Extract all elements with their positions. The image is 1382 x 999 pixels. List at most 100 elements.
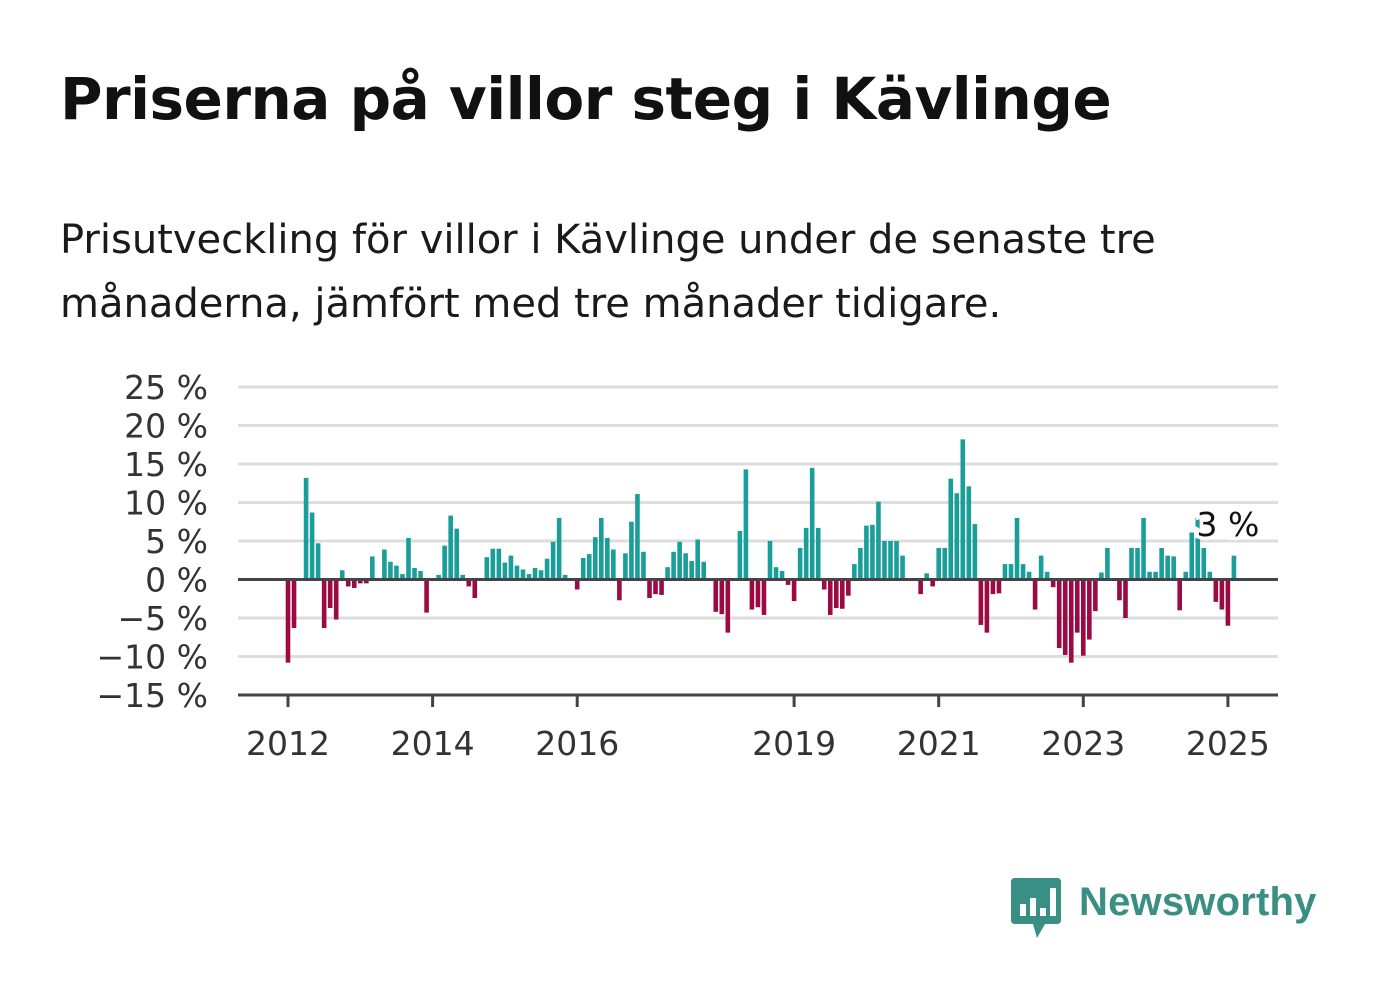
bar xyxy=(683,553,688,580)
bar xyxy=(502,562,508,580)
bar xyxy=(1056,579,1062,649)
bar xyxy=(442,545,447,580)
bar xyxy=(303,477,309,580)
bar xyxy=(544,558,550,580)
bar xyxy=(623,553,628,580)
bar xyxy=(1123,579,1128,618)
bar xyxy=(803,527,809,580)
bar xyxy=(996,579,1002,594)
bar xyxy=(556,517,562,580)
bar xyxy=(852,564,857,580)
bar xyxy=(285,579,291,663)
bar xyxy=(1159,547,1164,580)
y-tick-label: −10 % xyxy=(97,638,209,677)
bar xyxy=(291,579,297,629)
bar xyxy=(1105,547,1110,580)
bar xyxy=(508,555,514,580)
bar xyxy=(785,579,791,585)
bar xyxy=(978,579,984,625)
bar xyxy=(695,539,700,580)
bar xyxy=(339,570,345,580)
bar xyxy=(1087,579,1092,640)
bar xyxy=(791,579,797,602)
bar xyxy=(562,574,568,580)
bar xyxy=(629,521,634,580)
bar xyxy=(713,579,719,612)
bar xyxy=(351,579,357,588)
bar xyxy=(1068,579,1074,663)
bar xyxy=(1219,579,1225,610)
x-tick-label: 2014 xyxy=(391,724,475,763)
bar xyxy=(1153,571,1158,580)
bar xyxy=(821,579,827,590)
bar xyxy=(538,570,544,580)
y-tick-label: 20 % xyxy=(124,407,208,446)
bar xyxy=(358,579,363,584)
bar xyxy=(321,579,327,629)
y-tick-label: 15 % xyxy=(124,445,208,484)
bar xyxy=(370,556,375,580)
bar xyxy=(1038,555,1044,580)
bar xyxy=(1081,579,1086,656)
bar xyxy=(364,579,369,584)
x-tick-label: 2019 xyxy=(752,724,836,763)
bar xyxy=(1074,579,1080,633)
bar xyxy=(725,579,731,633)
y-tick-label: 25 % xyxy=(124,368,208,407)
bar xyxy=(382,549,387,580)
bar xyxy=(436,574,441,580)
bar xyxy=(1189,532,1195,580)
bar xyxy=(406,537,411,580)
bar xyxy=(864,525,869,580)
bar xyxy=(1032,579,1038,610)
bar xyxy=(737,530,743,580)
bar xyxy=(1008,564,1014,580)
bar xyxy=(1141,517,1146,580)
bar xyxy=(1093,579,1098,612)
bar xyxy=(460,574,466,580)
bar xyxy=(1147,571,1152,580)
y-tick-label: −15 % xyxy=(97,676,209,715)
bar xyxy=(448,515,453,580)
bar xyxy=(779,571,785,580)
x-tick-label: 2023 xyxy=(1041,724,1125,763)
annotation-label: 3 % xyxy=(1196,505,1259,544)
bar xyxy=(677,541,682,580)
bar xyxy=(333,579,339,620)
bar xyxy=(327,579,333,608)
bar xyxy=(1026,571,1032,580)
bar xyxy=(394,565,399,580)
bar xyxy=(936,547,941,580)
bar xyxy=(924,573,929,580)
bar xyxy=(858,547,863,580)
bar xyxy=(990,579,996,595)
x-tick-label: 2025 xyxy=(1186,724,1270,763)
bar xyxy=(882,541,887,580)
bar xyxy=(1171,556,1176,580)
bar xyxy=(586,554,592,580)
bar xyxy=(1195,517,1201,580)
bar xyxy=(954,493,960,580)
bar xyxy=(1201,547,1207,580)
bar xyxy=(1183,571,1189,580)
bar xyxy=(490,548,496,580)
bar xyxy=(1050,579,1056,588)
x-tick-label: 2016 xyxy=(535,724,619,763)
y-tick-label: 5 % xyxy=(145,522,208,561)
bar xyxy=(635,494,640,580)
bar-chart-speech-bubble-icon xyxy=(1011,878,1061,938)
bar xyxy=(309,512,315,580)
bar xyxy=(532,567,538,580)
bar xyxy=(1020,564,1026,580)
bar xyxy=(665,567,670,580)
newsworthy-logo[interactable]: Newsworthy xyxy=(1011,878,1317,940)
bar-chart: 25 %20 %15 %10 %5 %0 %−5 %−10 %−15 % 2012… xyxy=(97,368,1278,763)
bar xyxy=(412,567,417,580)
bar xyxy=(472,579,478,598)
bar xyxy=(719,579,725,615)
bar xyxy=(870,524,875,580)
bar xyxy=(400,574,405,580)
bar xyxy=(520,569,526,580)
bar xyxy=(671,551,676,580)
bar xyxy=(948,478,954,580)
